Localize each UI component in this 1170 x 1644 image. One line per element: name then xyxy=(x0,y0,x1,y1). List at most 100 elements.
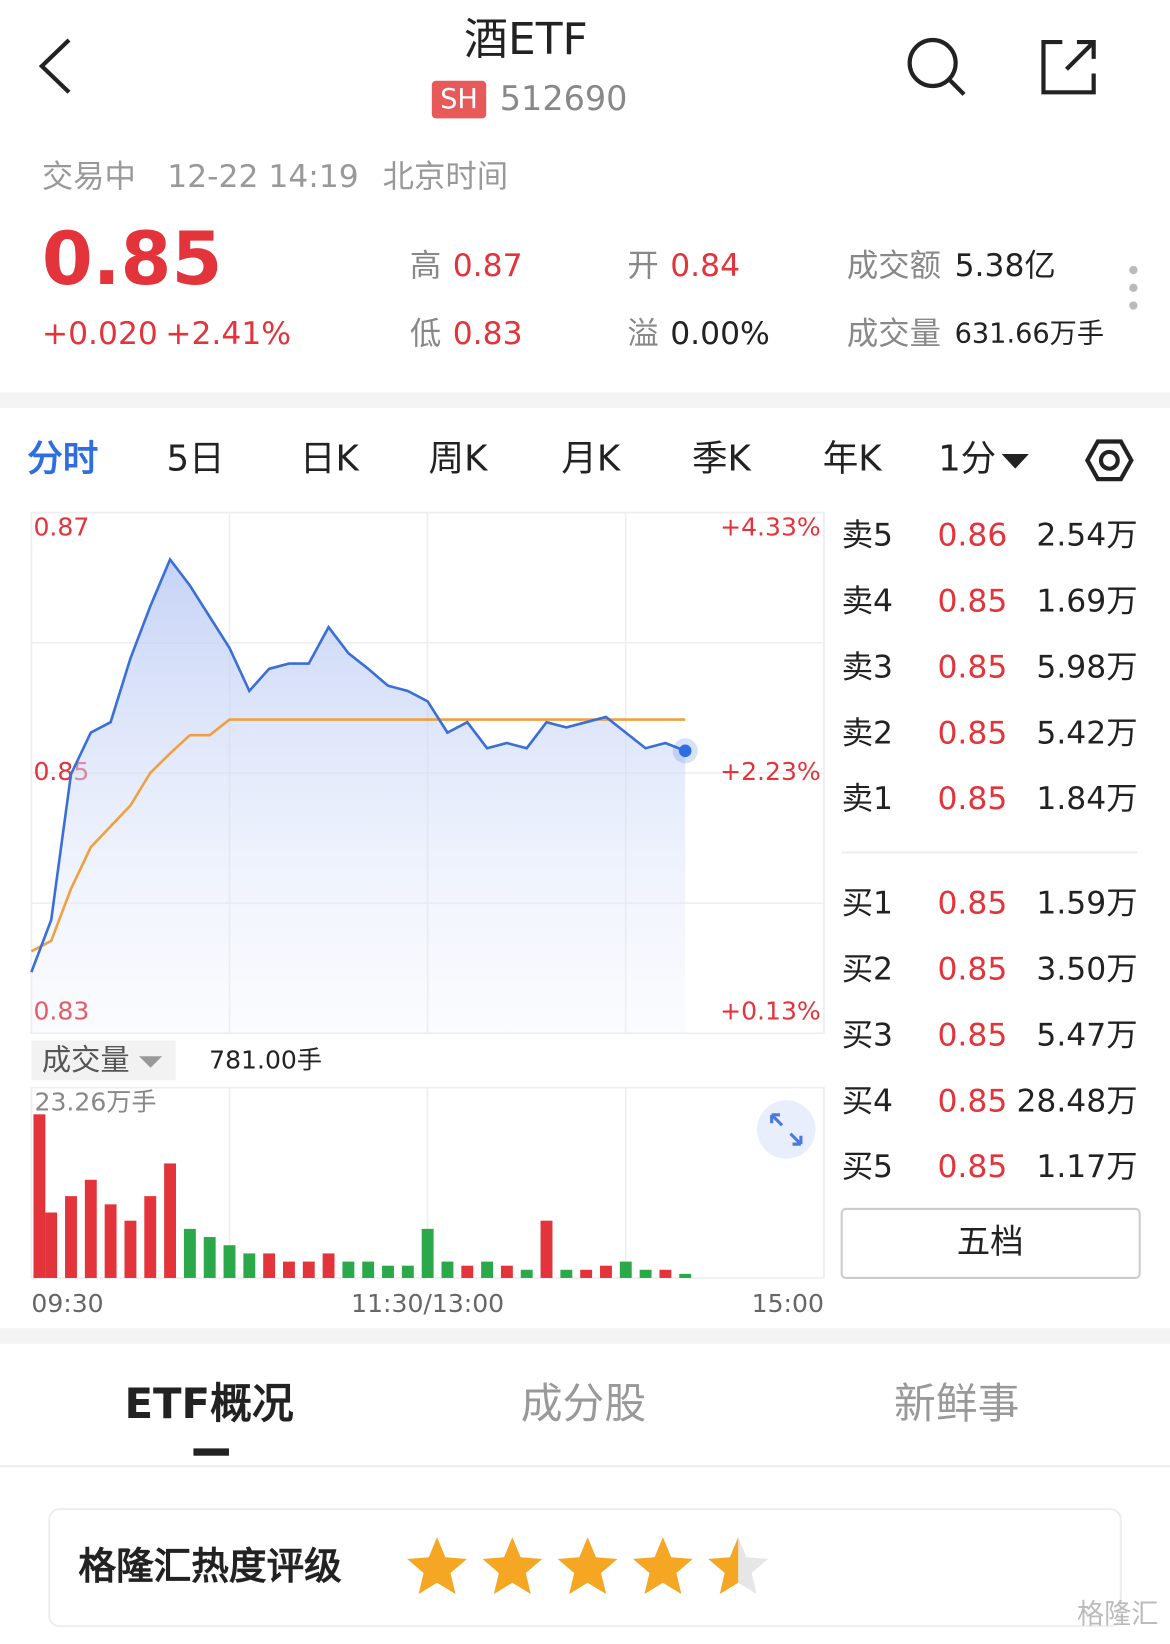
volume-bar xyxy=(263,1253,276,1278)
y2-tick-label: +0.13% xyxy=(720,996,821,1025)
volume-bar xyxy=(223,1245,236,1278)
order-label: 买4 xyxy=(842,1083,893,1119)
code: 512690 xyxy=(500,79,628,118)
tab[interactable]: 周K xyxy=(429,438,490,479)
rating-label: 格隆汇热度评级 xyxy=(78,1544,342,1588)
status-time: 12-22 14:19 xyxy=(167,159,358,195)
volume-bar xyxy=(33,1114,46,1278)
bottom-tab[interactable]: ETF概况 xyxy=(124,1379,293,1428)
order-price: 0.85 xyxy=(937,1149,1007,1185)
more-icon[interactable] xyxy=(1129,265,1138,310)
volume-bar xyxy=(144,1196,157,1278)
tab[interactable]: 分时 xyxy=(27,438,98,479)
tab[interactable]: 日K xyxy=(300,438,361,479)
settings-icon[interactable] xyxy=(1085,439,1134,482)
volume-bar xyxy=(382,1265,394,1278)
stat-label: 溢 xyxy=(627,316,658,352)
order-label: 买3 xyxy=(842,1017,893,1053)
divider xyxy=(0,1328,1170,1344)
order-label: 卖3 xyxy=(842,649,893,685)
volume-bar xyxy=(104,1204,117,1278)
order-price: 0.85 xyxy=(937,1083,1007,1119)
tab[interactable]: 1分 xyxy=(938,438,996,479)
search-icon[interactable] xyxy=(907,37,966,96)
volume-tick-label: 23.26万手 xyxy=(35,1087,157,1116)
stat-value: 0.83 xyxy=(453,316,523,352)
bottom-tab[interactable]: 新鲜事 xyxy=(894,1379,1019,1428)
order-volume: 5.98万 xyxy=(1036,649,1137,685)
stat-label: 低 xyxy=(410,316,441,352)
price: 0.85 xyxy=(42,217,223,302)
price-area xyxy=(31,559,686,1034)
x-tick-label: 09:30 xyxy=(31,1289,103,1318)
volume-bar xyxy=(580,1269,593,1278)
order-price: 0.85 xyxy=(937,886,1007,922)
tab[interactable]: 月K xyxy=(561,438,622,479)
divider xyxy=(0,392,1170,409)
y2-tick-label: +4.33% xyxy=(720,512,821,541)
volume-bar xyxy=(124,1220,137,1278)
order-label: 买2 xyxy=(842,952,893,988)
change-pct: +2.41% xyxy=(165,316,291,352)
volume-bar xyxy=(540,1220,553,1278)
volume-bar xyxy=(362,1261,375,1278)
y2-tick-label: +2.23% xyxy=(720,757,821,786)
stat-label: 成交量 xyxy=(847,316,941,352)
star xyxy=(633,1537,693,1595)
volume-bar xyxy=(600,1265,612,1278)
order-button[interactable] xyxy=(840,1207,1141,1280)
star xyxy=(482,1537,543,1595)
bottom-tab[interactable]: 成分股 xyxy=(521,1379,646,1428)
order-volume: 5.42万 xyxy=(1036,715,1137,751)
order-volume: 1.17万 xyxy=(1036,1149,1137,1185)
order-price: 0.86 xyxy=(937,518,1007,554)
stat-label: 高 xyxy=(410,248,441,284)
volume-bar xyxy=(481,1261,494,1278)
back-icon[interactable] xyxy=(38,38,71,94)
share-icon[interactable] xyxy=(1041,40,1096,95)
volume-bar xyxy=(639,1269,652,1278)
star xyxy=(407,1537,467,1595)
dropdown-icon xyxy=(1001,454,1029,469)
order-label: 卖2 xyxy=(842,715,893,751)
badge xyxy=(431,80,487,119)
x-tick-label: 11:30/13:00 xyxy=(351,1289,504,1318)
order-price: 0.85 xyxy=(937,1017,1007,1053)
y-tick-label: 0.87 xyxy=(33,512,89,541)
expand-button[interactable] xyxy=(756,1100,816,1159)
tab[interactable]: 年K xyxy=(823,438,884,479)
volume-bar xyxy=(283,1261,295,1278)
volume-bar xyxy=(322,1253,335,1278)
stat-value: 631.66万手 xyxy=(955,318,1104,349)
order-button-label: 五档 xyxy=(957,1222,1024,1261)
volume-bar xyxy=(243,1253,256,1278)
tab[interactable]: 季K xyxy=(692,438,753,479)
stat-label: 成交额 xyxy=(847,248,941,284)
latest-point xyxy=(678,744,692,758)
tab-indicator xyxy=(193,1448,229,1456)
volume-bar xyxy=(84,1179,97,1278)
order-volume: 28.48万 xyxy=(1016,1083,1137,1119)
volume-bar xyxy=(401,1265,414,1278)
volume-bar xyxy=(461,1265,474,1278)
volume-bar xyxy=(560,1269,573,1278)
volume-bar xyxy=(441,1261,454,1278)
order-label: 买1 xyxy=(842,886,893,922)
order-volume: 3.50万 xyxy=(1036,952,1137,988)
volume-bar xyxy=(164,1163,177,1278)
status-zone: 北京时间 xyxy=(383,159,508,195)
order-volume: 1.59万 xyxy=(1036,886,1137,922)
expand-icon xyxy=(770,1113,803,1146)
volume-bar xyxy=(659,1269,672,1278)
order-label: 卖5 xyxy=(842,518,893,554)
order-label: 买5 xyxy=(842,1149,893,1185)
x-tick-label: 15:00 xyxy=(752,1289,824,1318)
order-volume: 1.69万 xyxy=(1036,584,1137,620)
title: 酒ETF xyxy=(464,14,588,65)
tab[interactable]: 5日 xyxy=(166,438,224,479)
volume-bar xyxy=(520,1269,533,1278)
stat-label: 开 xyxy=(627,248,658,284)
volume-bar xyxy=(65,1196,77,1278)
